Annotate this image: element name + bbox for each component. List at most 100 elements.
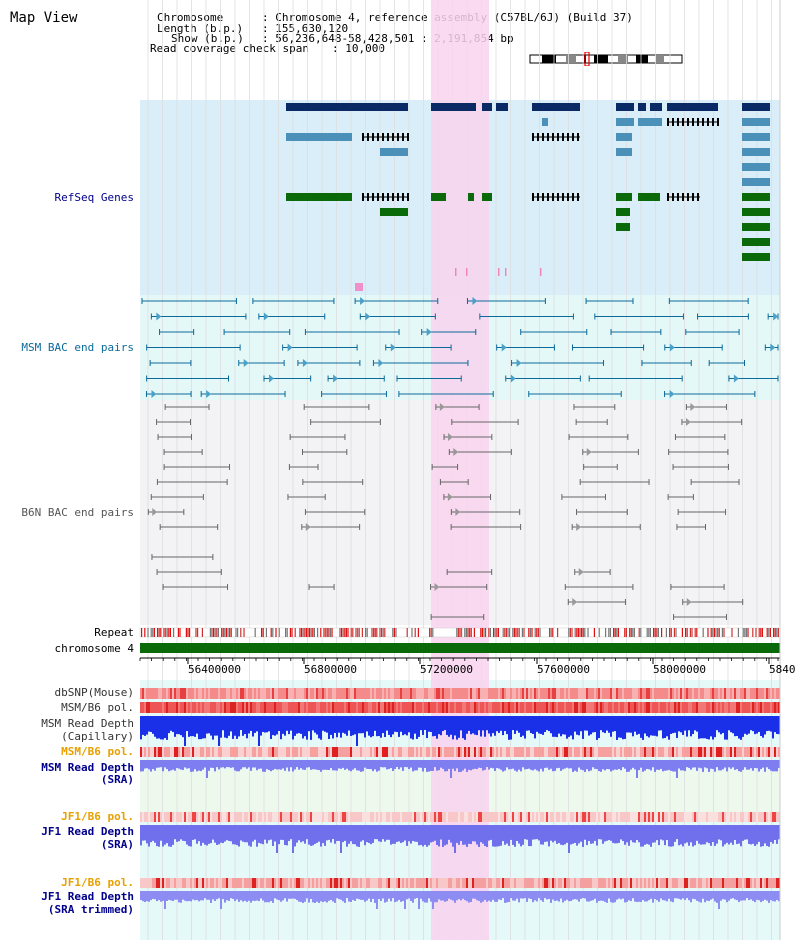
- heatmap-cell[interactable]: [464, 702, 466, 713]
- heatmap-cell[interactable]: [352, 688, 354, 699]
- heatmap-cell[interactable]: [318, 747, 320, 757]
- read-depth-bar[interactable]: [182, 760, 184, 770]
- heatmap-cell[interactable]: [284, 812, 286, 822]
- read-depth-bar[interactable]: [562, 891, 564, 903]
- heatmap-cell[interactable]: [194, 747, 196, 757]
- heatmap-cell[interactable]: [288, 688, 290, 699]
- read-depth-bar[interactable]: [326, 760, 328, 770]
- heatmap-cell[interactable]: [514, 688, 516, 699]
- read-depth-bar[interactable]: [254, 825, 256, 840]
- heatmap-cell[interactable]: [254, 688, 256, 699]
- heatmap-cell[interactable]: [290, 878, 292, 888]
- read-depth-bar[interactable]: [630, 760, 632, 770]
- heatmap-cell[interactable]: [476, 878, 478, 888]
- read-depth-bar[interactable]: [192, 760, 194, 772]
- heatmap-cell[interactable]: [592, 688, 594, 699]
- heatmap-cell[interactable]: [734, 747, 736, 757]
- heatmap-cell[interactable]: [282, 747, 284, 757]
- heatmap-cell[interactable]: [678, 702, 680, 713]
- heatmap-cell[interactable]: [330, 702, 332, 713]
- heatmap-cell[interactable]: [194, 702, 196, 713]
- read-depth-bar[interactable]: [734, 760, 736, 770]
- read-depth-bar[interactable]: [430, 716, 432, 733]
- heatmap-cell[interactable]: [210, 747, 212, 757]
- heatmap-cell[interactable]: [450, 878, 452, 888]
- read-depth-bar[interactable]: [592, 716, 594, 733]
- gene-exon[interactable]: [431, 103, 476, 111]
- read-depth-bar[interactable]: [470, 825, 472, 845]
- heatmap-cell[interactable]: [144, 878, 146, 888]
- heatmap-cell[interactable]: [404, 702, 406, 713]
- heatmap-cell[interactable]: [530, 747, 532, 757]
- read-depth-bar[interactable]: [174, 760, 176, 771]
- heatmap-cell[interactable]: [260, 688, 262, 699]
- heatmap-cell[interactable]: [500, 878, 502, 888]
- heatmap-cell[interactable]: [696, 812, 698, 822]
- heatmap-cell[interactable]: [178, 878, 180, 888]
- read-depth-bar[interactable]: [342, 760, 344, 768]
- heatmap-cell[interactable]: [546, 812, 548, 822]
- read-depth-bar[interactable]: [192, 891, 194, 900]
- heatmap-cell[interactable]: [182, 688, 184, 699]
- heatmap-cell[interactable]: [702, 747, 704, 757]
- heatmap-cell[interactable]: [776, 812, 778, 822]
- heatmap-cell[interactable]: [252, 878, 254, 888]
- read-depth-bar[interactable]: [178, 716, 180, 735]
- heatmap-cell[interactable]: [676, 878, 678, 888]
- read-depth-bar[interactable]: [260, 760, 262, 769]
- heatmap-cell[interactable]: [234, 702, 236, 713]
- read-depth-bar[interactable]: [174, 825, 176, 840]
- heatmap-cell[interactable]: [148, 747, 150, 757]
- repeat-element[interactable]: [752, 628, 754, 637]
- b6n-bac-arrow[interactable]: [453, 448, 459, 456]
- heatmap-cell[interactable]: [480, 747, 482, 757]
- read-depth-bar[interactable]: [448, 825, 450, 840]
- read-depth-bar[interactable]: [298, 891, 300, 902]
- read-depth-bar[interactable]: [588, 825, 590, 841]
- heatmap-cell[interactable]: [714, 688, 716, 699]
- read-depth-bar[interactable]: [644, 891, 646, 902]
- heatmap-cell[interactable]: [168, 812, 170, 822]
- heatmap-cell[interactable]: [548, 812, 550, 822]
- repeat-element[interactable]: [747, 628, 749, 637]
- heatmap-cell[interactable]: [706, 702, 708, 713]
- heatmap-cell[interactable]: [200, 812, 202, 822]
- read-depth-bar[interactable]: [390, 891, 392, 902]
- repeat-element[interactable]: [485, 628, 487, 637]
- read-depth-bar[interactable]: [634, 760, 636, 770]
- repeat-element[interactable]: [742, 628, 744, 637]
- read-depth-bar[interactable]: [274, 716, 276, 736]
- heatmap-cell[interactable]: [140, 702, 142, 713]
- read-depth-bar[interactable]: [388, 891, 390, 899]
- read-depth-bar[interactable]: [370, 716, 372, 738]
- read-depth-bar[interactable]: [400, 716, 402, 732]
- read-depth-bar[interactable]: [262, 825, 264, 845]
- read-depth-bar[interactable]: [534, 760, 536, 770]
- heatmap-cell[interactable]: [250, 688, 252, 699]
- heatmap-cell[interactable]: [290, 702, 292, 713]
- heatmap-cell[interactable]: [160, 878, 162, 888]
- read-depth-bar[interactable]: [676, 825, 678, 840]
- heatmap-cell[interactable]: [586, 878, 588, 888]
- heatmap-cell[interactable]: [426, 688, 428, 699]
- heatmap-cell[interactable]: [284, 747, 286, 757]
- heatmap-cell[interactable]: [210, 878, 212, 888]
- read-depth-bar[interactable]: [672, 760, 674, 772]
- read-depth-bar[interactable]: [428, 760, 430, 772]
- heatmap-cell[interactable]: [396, 702, 398, 713]
- read-depth-bar[interactable]: [234, 760, 236, 771]
- heatmap-cell[interactable]: [320, 702, 322, 713]
- heatmap-cell[interactable]: [608, 747, 610, 757]
- gene-exon-tick[interactable]: [717, 118, 719, 126]
- heatmap-cell[interactable]: [644, 747, 646, 757]
- repeat-element[interactable]: [710, 628, 712, 637]
- heatmap-cell[interactable]: [410, 702, 412, 713]
- read-depth-bar[interactable]: [734, 825, 736, 840]
- read-depth-bar[interactable]: [586, 891, 588, 902]
- heatmap-cell[interactable]: [486, 702, 488, 713]
- read-depth-bar[interactable]: [296, 891, 298, 901]
- heatmap-cell[interactable]: [344, 702, 346, 713]
- read-depth-bar[interactable]: [240, 716, 242, 731]
- heatmap-cell[interactable]: [688, 688, 690, 699]
- read-depth-bar[interactable]: [624, 825, 626, 845]
